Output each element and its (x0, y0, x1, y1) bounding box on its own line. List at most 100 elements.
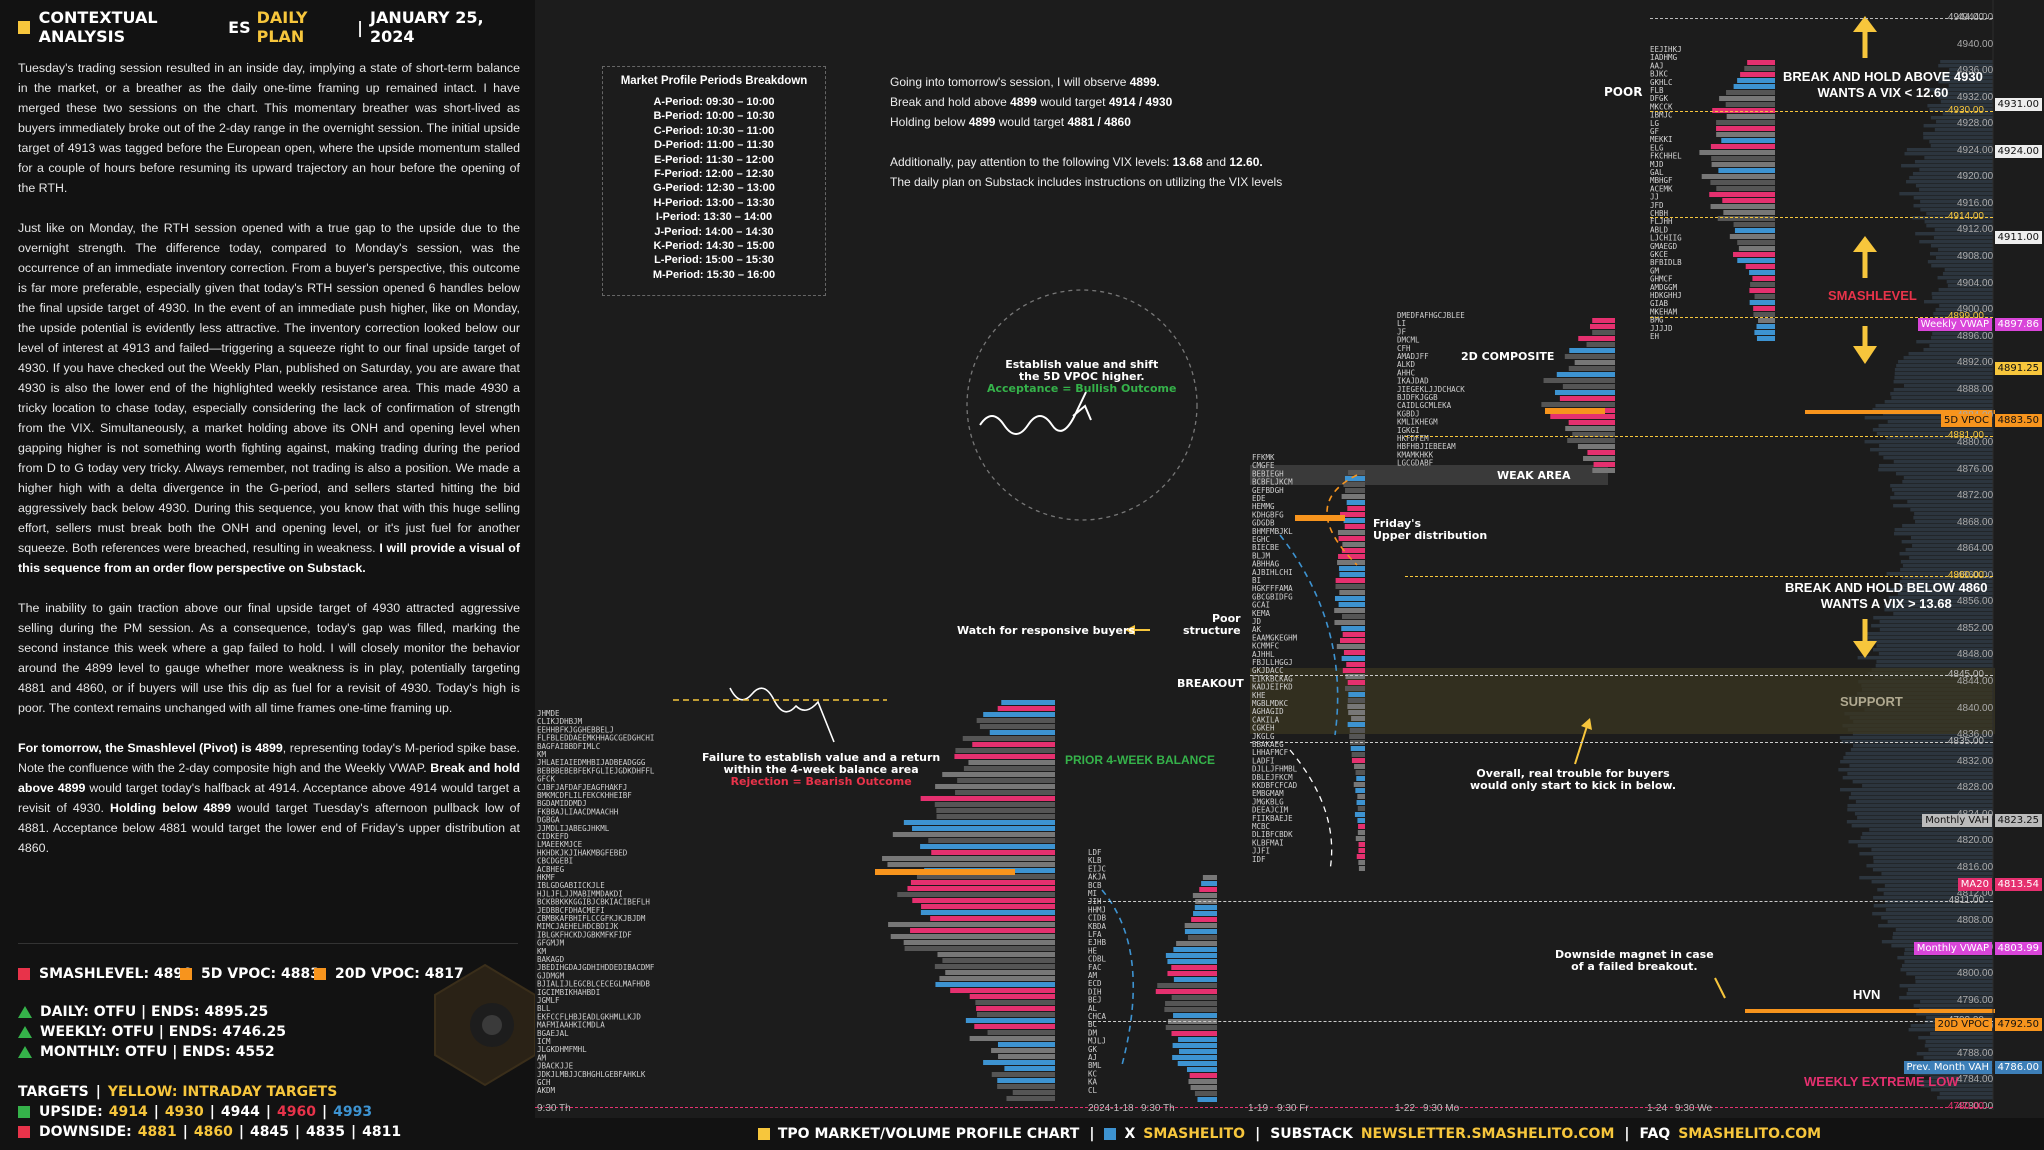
volume-bar (1894, 528, 1993, 532)
tpo-letters: KCMMFC (1252, 642, 1279, 651)
profile-bar (910, 928, 1055, 933)
profile-bar (1356, 776, 1365, 781)
tpo-letters: IGKGI (1397, 426, 1420, 435)
volume-bar (1894, 492, 1993, 496)
up-triangle-icon (18, 1026, 32, 1038)
downside-magnet-label: Downside magnet in case of a failed brea… (1555, 948, 1714, 973)
profile-bar (1701, 174, 1775, 179)
profile-bar (1710, 204, 1775, 209)
volume-bar (1932, 332, 1993, 336)
footer-faq-link[interactable]: SMASHELITO.COM (1678, 1126, 1822, 1142)
volume-bar (1873, 860, 1993, 864)
profile-bar (1343, 482, 1365, 487)
downside-target: 4811 (362, 1124, 402, 1140)
break-above-label: BREAK AND HOLD ABOVE 4930 WANTS A VIX < … (1783, 69, 1983, 100)
volume-bar (1902, 524, 1993, 528)
profile-bar (1344, 476, 1365, 481)
volume-bar (1900, 968, 1993, 972)
chart-canvas: JHMDECLIKJDHBJMEEHHBFKJGGHEBBELJFLFBLEDD… (537, 0, 1995, 1110)
weekly-stat: WEEKLY: OTFU | ENDS: 4746.25 (18, 1024, 286, 1040)
level-line (535, 1106, 1993, 1108)
tpo-letters: GHMCF (1650, 275, 1673, 284)
tpo-letters: DMCML (1397, 336, 1420, 345)
downside-target: 4881 (137, 1124, 177, 1140)
tpo-letters: CLIKJDHBJM (537, 717, 583, 726)
vpoc-bar (1295, 515, 1345, 521)
volume-histogram (1838, 60, 1993, 1100)
tpo-letters: AMADJFF (1397, 352, 1429, 361)
volume-bar (1891, 396, 1993, 400)
overall-label: Overall, real trouble for buyers would o… (1470, 767, 1677, 792)
profile-bar (890, 934, 1055, 939)
volume-bar (1923, 132, 1993, 136)
profile-bar (1351, 716, 1365, 721)
tpo-letters: MJD (1650, 160, 1664, 169)
profile-bar (916, 874, 1055, 879)
upside-target: 4914 (108, 1104, 148, 1120)
volume-bar (1857, 844, 1993, 848)
price-tick: 4912.00 (1957, 224, 1994, 236)
price-tick: 4892.00 (1957, 357, 1994, 369)
tpo-letters: JLGKDHMFMHL (537, 1045, 587, 1054)
tpo-letters: JJFI (1252, 847, 1270, 856)
volume-bar (1901, 576, 1993, 580)
profile-bar (1188, 1079, 1217, 1084)
profile-bar (936, 808, 1055, 813)
vpoc-bar (1545, 408, 1605, 414)
footer-x-handle[interactable]: SMASHELITO (1143, 1126, 1246, 1142)
volume-bar (1852, 780, 1993, 784)
weak-area-band (1250, 465, 1608, 485)
mp-row: B-Period: 10:00 – 10:30 (653, 110, 775, 123)
profile-bar (1004, 1066, 1055, 1071)
volume-bar (1906, 992, 1993, 996)
tpo-letters: JHLAEIAIEDMHBIJADBEADGGG (537, 758, 646, 767)
profile-bar (1578, 336, 1615, 341)
profile-bar (1583, 456, 1615, 461)
tpo-letters: MI (1088, 889, 1097, 898)
tpo-letters: KHE (1252, 691, 1266, 700)
volume-bar (1860, 836, 1993, 840)
profile-bar (1355, 770, 1365, 775)
volume-bar (1872, 868, 1993, 872)
profile-bar (1187, 935, 1217, 940)
level-tag: 4930.00 (1947, 104, 1984, 116)
tpo-letters: IADHMG (1650, 53, 1678, 62)
profile-bar (1342, 542, 1365, 547)
footer-substack-link[interactable]: NEWSLETTER.SMASHELITO.COM (1360, 1126, 1615, 1142)
profile-bar (969, 994, 1055, 999)
weekly-vwap-tag: Weekly VWAP (1917, 318, 1992, 332)
tpo-letters: AM (537, 1053, 547, 1062)
tpo-letters: MBHGF (1650, 176, 1673, 185)
price-tick: 4888.00 (1957, 383, 1994, 395)
level-line (1650, 316, 1993, 318)
profile-bar (1355, 836, 1365, 841)
profile-bar (1357, 806, 1365, 811)
composite-label: 2D COMPOSITE (1461, 350, 1555, 363)
price-tick: 4812.00 (1957, 888, 1994, 900)
profile-bar (1725, 102, 1775, 107)
volume-bar (1926, 224, 1993, 228)
level-tag: 4811.00 (1948, 895, 1984, 907)
profile-bar (1726, 90, 1775, 95)
price-tick: 4944.00 (1957, 12, 1994, 23)
tpo-letters: KLB (1088, 856, 1102, 865)
tpo-letters: LHHAFMCF (1252, 748, 1289, 757)
price-tick: 4920.00 (1957, 171, 1994, 183)
profile-bar (1543, 378, 1615, 383)
profile-bar (1355, 788, 1365, 793)
tpo-letters: BLJM (1252, 551, 1271, 560)
p4-text-f: would target Tuesday's afternoon pullbac… (18, 801, 520, 855)
tpo-letters: KA (1088, 1078, 1098, 1087)
volume-bar (1893, 532, 1993, 536)
profile-bar (1357, 818, 1365, 823)
p4-bold-c: Break and hold above 4899 (18, 761, 520, 795)
profile-bar (1349, 728, 1365, 733)
profile-bar (1353, 782, 1365, 787)
profile-bar (1756, 324, 1775, 329)
profile-bar (1349, 734, 1365, 739)
time-label: 9:30 Th (1141, 1103, 1175, 1114)
green-square-icon (18, 1106, 30, 1118)
volume-bar (1916, 1080, 1993, 1084)
volume-bar (1890, 392, 1993, 396)
price-tick: 4796.00 (1957, 994, 1994, 1006)
